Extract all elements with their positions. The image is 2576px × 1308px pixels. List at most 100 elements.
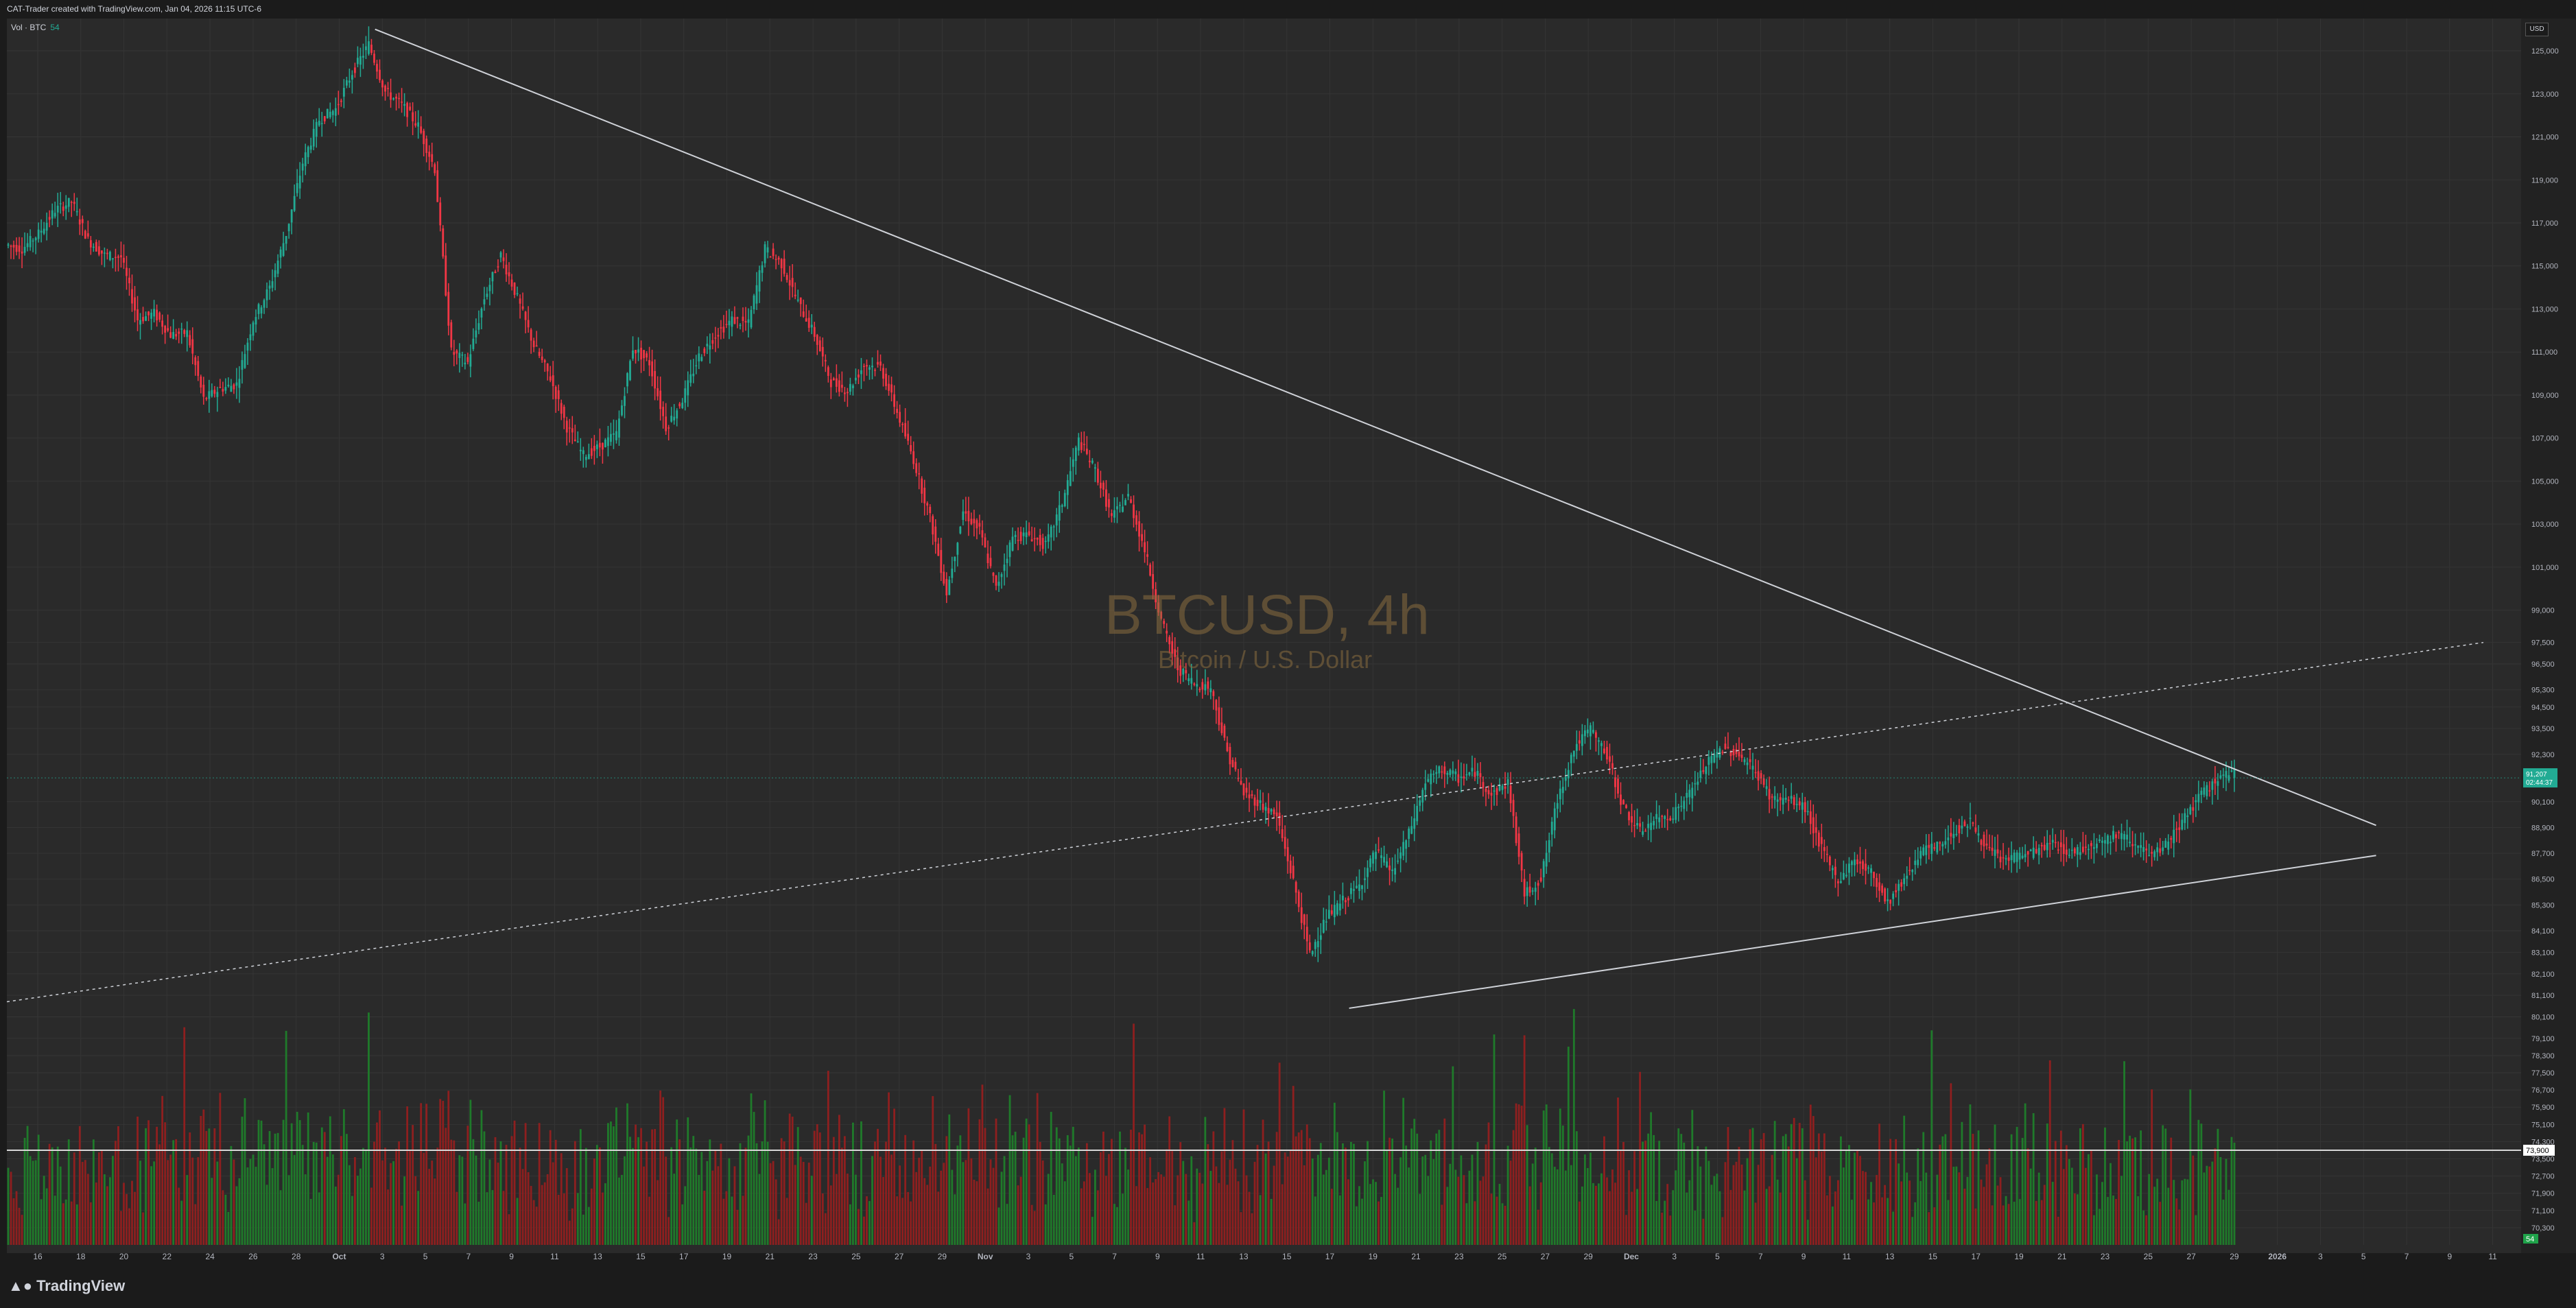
volume-bar-559 — [1545, 1104, 1548, 1245]
volume-bar-734 — [2026, 1148, 2029, 1245]
volume-bar-676 — [1867, 1199, 1869, 1245]
volume-bar-747 — [2062, 1169, 2065, 1245]
price-axis[interactable] — [2521, 19, 2576, 1253]
volume-bar-543 — [1501, 1203, 1504, 1245]
volume-bar-674 — [1862, 1171, 1864, 1245]
volume-bar-803 — [2217, 1128, 2219, 1245]
candle-body-572 — [1581, 734, 1583, 746]
volume-bar-52 — [150, 1166, 152, 1245]
currency-badge[interactable]: USD — [2525, 23, 2549, 36]
volume-bar-335 — [929, 1166, 932, 1245]
volume-bar-50 — [145, 1128, 147, 1245]
candle-body-292 — [810, 324, 813, 328]
volume-bar-169 — [472, 1139, 475, 1245]
candle-body-100 — [282, 243, 285, 257]
volume-bar-318 — [882, 1177, 884, 1245]
volume-bar-718 — [1983, 1187, 1985, 1245]
candle-body-729 — [2013, 853, 2016, 862]
grid-lines — [7, 19, 2521, 1245]
candle-body-35 — [103, 252, 106, 254]
candle-body-650 — [1795, 804, 1798, 805]
volume-bar-765 — [2112, 1195, 2114, 1245]
candle-body-762 — [2104, 840, 2106, 844]
volume-bar-127 — [357, 1176, 359, 1245]
volume-bar-771 — [2129, 1135, 2131, 1245]
candle-body-490 — [1356, 885, 1358, 888]
candle-body-267 — [742, 316, 744, 321]
volume-bar-648 — [1790, 1123, 1793, 1245]
volume-bar-284 — [788, 1113, 791, 1245]
volume-bar-792 — [2186, 1179, 2189, 1245]
candle-body-690 — [1906, 875, 1909, 879]
volume-bar-20 — [62, 1203, 64, 1245]
volume-bar-165 — [461, 1156, 464, 1245]
volume-bar-379 — [1050, 1112, 1052, 1245]
volume-bar-419 — [1160, 1174, 1163, 1245]
volume-bar-16 — [51, 1147, 54, 1245]
candle-body-657 — [1815, 827, 1817, 833]
candle-body-492 — [1361, 885, 1363, 890]
candle-body-648 — [1790, 796, 1793, 799]
candle-body-279 — [775, 259, 777, 261]
candle-body-462 — [1278, 812, 1281, 826]
volume-bar-483 — [1336, 1132, 1338, 1245]
volume-bar-445 — [1231, 1140, 1234, 1245]
candle-body-259 — [720, 327, 722, 329]
candle-body-234 — [651, 361, 654, 377]
volume-bar-721 — [1991, 1205, 1994, 1245]
volume-bar-168 — [469, 1099, 472, 1245]
volume-bar-743 — [2051, 1182, 2054, 1245]
horizontal-line-layer — [7, 777, 2521, 1151]
candle-body-173 — [483, 299, 486, 305]
volume-bar-287 — [796, 1127, 799, 1245]
candle-body-174 — [486, 294, 488, 297]
candle-body-423 — [1171, 641, 1174, 654]
volume-bar-345 — [956, 1145, 959, 1245]
price-tick-label-26: 83,100 — [2531, 949, 2555, 957]
candle-body-563 — [1556, 802, 1559, 809]
volume-bar-324 — [899, 1165, 901, 1245]
volume-bar-517 — [1430, 1140, 1432, 1245]
candle-body-421 — [1166, 630, 1168, 634]
candle-body-63 — [180, 328, 183, 330]
volume-bar-224 — [624, 1156, 626, 1245]
volume-bar-11 — [37, 1134, 40, 1245]
candle-body-617 — [1705, 766, 1708, 774]
plot-area[interactable] — [7, 19, 2521, 1253]
volume-bar-381 — [1055, 1127, 1058, 1245]
volume-bar-167 — [466, 1126, 469, 1245]
volume-bar-67 — [191, 1157, 194, 1245]
volume-bar-94 — [265, 1185, 268, 1245]
time-tick-label-52: 2026 — [2268, 1252, 2287, 1261]
volume-bar-30 — [89, 1202, 92, 1245]
volume-indicator-legend[interactable]: Vol · BTC 54 — [11, 23, 60, 32]
candle-body-236 — [657, 388, 659, 396]
candle-body-335 — [929, 506, 932, 514]
candle-body-477 — [1319, 935, 1322, 940]
candle-body-514 — [1421, 789, 1424, 802]
candle-body-714 — [1972, 822, 1974, 824]
time-tick-label-36: 29 — [1583, 1252, 1593, 1261]
volume-bar-139 — [390, 1163, 392, 1245]
candle-body-483 — [1336, 903, 1338, 915]
volume-bar-259 — [720, 1143, 722, 1245]
volume-bar-159 — [445, 1128, 447, 1245]
volume-bar-407 — [1127, 1169, 1129, 1245]
candle-body-621 — [1716, 752, 1718, 758]
candle-body-168 — [469, 354, 472, 367]
candle-body-359 — [995, 575, 997, 586]
tradingview-brand[interactable]: ▲● TradingView — [8, 1277, 125, 1295]
volume-bar-102 — [287, 1175, 290, 1245]
trendline-dotted-rising-line — [6, 641, 2484, 1003]
candle-body-582 — [1609, 756, 1611, 762]
volume-bar-157 — [439, 1099, 442, 1245]
candle-body-594 — [1642, 831, 1644, 835]
candle-body-666 — [1840, 881, 1842, 883]
candle-body-192 — [535, 345, 538, 347]
volume-bar-798 — [2203, 1172, 2206, 1245]
volume-bar-141 — [395, 1148, 397, 1245]
volume-bar-613 — [1694, 1210, 1697, 1245]
candle-body-233 — [648, 360, 650, 366]
volume-bar-158 — [442, 1100, 445, 1245]
